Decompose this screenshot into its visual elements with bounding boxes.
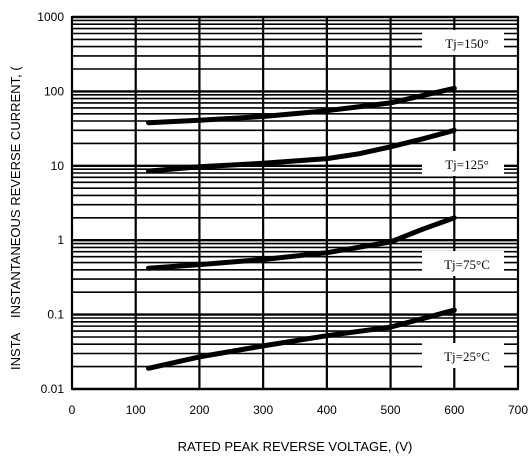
series-labels: Tj=150° Tj=125° Tj=75°C Tj=25°C <box>422 30 504 368</box>
series-label-box <box>422 343 504 368</box>
series-line <box>146 127 457 174</box>
y-tick-label: 1 <box>57 233 64 247</box>
y-axis-title: INSTANTANEOUS REVERSE CURRENT, ( <box>8 66 23 318</box>
x-tick-label: 700 <box>508 403 528 417</box>
grid <box>70 15 520 391</box>
series-label-box <box>422 30 504 55</box>
x-tick-label: 600 <box>444 403 464 417</box>
plot-frame <box>71 16 519 390</box>
tick-labels: 0 100 200 300 400 500 600 700 0.01 0.1 1 10 100 1000 <box>37 10 528 417</box>
series-label: Tj=150° <box>445 36 489 51</box>
series-line <box>146 215 457 271</box>
y-tick-label: 0.1 <box>47 308 64 322</box>
x-axis-title: RATED PEAK REVERSE VOLTAGE, (V) <box>178 439 413 454</box>
y-tick-label: 0.01 <box>41 382 65 396</box>
series-label-box <box>422 251 504 276</box>
y-tick-label: 100 <box>44 84 64 98</box>
y-tick-label: 10 <box>51 159 65 173</box>
series-label: Tj=75°C <box>444 257 490 272</box>
x-tick-label: 200 <box>189 403 209 417</box>
y-tick-label: 1000 <box>37 10 64 24</box>
x-tick-label: 500 <box>381 403 401 417</box>
x-tick-label: 300 <box>253 403 273 417</box>
series-line <box>146 307 457 371</box>
series-label: Tj=25°C <box>444 349 490 364</box>
plot-area <box>72 17 518 389</box>
series-label: Tj=125° <box>445 157 489 172</box>
y-axis-title-prefix: INSTA <box>8 332 23 370</box>
series-lines <box>146 85 457 371</box>
x-tick-label: 400 <box>317 403 337 417</box>
x-tick-label: 0 <box>69 403 76 417</box>
series-label-box <box>422 151 504 176</box>
x-tick-label: 100 <box>126 403 146 417</box>
series-line <box>146 85 457 126</box>
